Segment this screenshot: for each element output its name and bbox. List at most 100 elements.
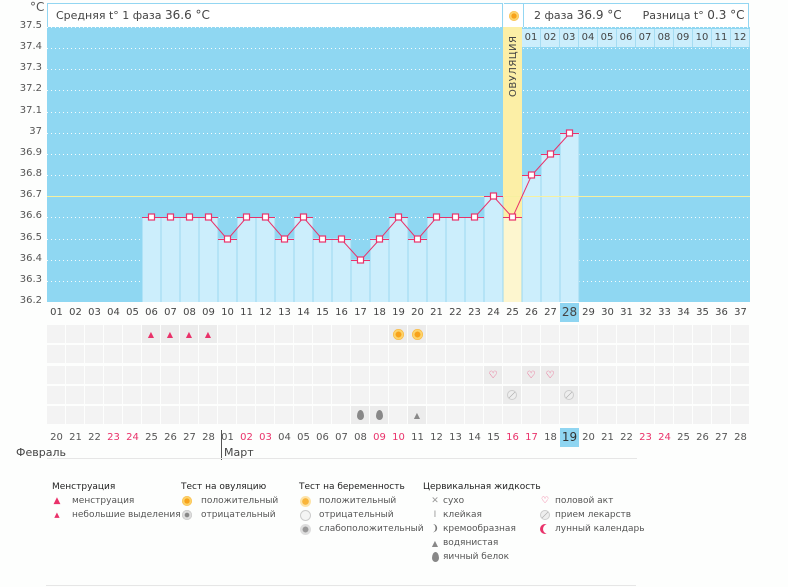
- grid-cell[interactable]: [123, 406, 141, 424]
- grid-cell[interactable]: [484, 345, 502, 363]
- grid-cell[interactable]: [66, 325, 84, 343]
- grid-cell[interactable]: [446, 406, 464, 424]
- grid-cell[interactable]: [142, 386, 160, 404]
- grid-cell[interactable]: [218, 406, 236, 424]
- grid-cell[interactable]: [522, 325, 540, 343]
- grid-cell[interactable]: [237, 325, 255, 343]
- grid-cell[interactable]: [446, 325, 464, 343]
- grid-cell[interactable]: [503, 366, 521, 384]
- grid-cell[interactable]: [332, 386, 350, 404]
- grid-cell[interactable]: [47, 386, 65, 404]
- calendar-date[interactable]: 09: [373, 432, 386, 443]
- grid-cell[interactable]: [408, 386, 426, 404]
- grid-cell[interactable]: [237, 345, 255, 363]
- grid-cell[interactable]: [446, 325, 464, 343]
- grid-cell[interactable]: [655, 366, 673, 384]
- grid-cell[interactable]: [66, 366, 84, 384]
- grid-cell[interactable]: ▲: [199, 325, 217, 343]
- grid-cell[interactable]: [693, 325, 711, 343]
- grid-cell[interactable]: [617, 345, 635, 363]
- grid-cell[interactable]: [104, 366, 122, 384]
- grid-cell[interactable]: [313, 345, 331, 363]
- grid-cell[interactable]: [332, 345, 350, 363]
- grid-cell[interactable]: [123, 366, 141, 384]
- grid-cell[interactable]: [446, 345, 464, 363]
- grid-cell[interactable]: [465, 386, 483, 404]
- grid-cell[interactable]: [370, 325, 388, 343]
- grid-cell[interactable]: [731, 406, 749, 424]
- grid-cell[interactable]: [123, 325, 141, 343]
- x-tick-label[interactable]: 06: [145, 307, 158, 318]
- grid-cell[interactable]: [256, 406, 274, 424]
- grid-cell[interactable]: [579, 386, 597, 404]
- calendar-date[interactable]: 23: [107, 432, 120, 443]
- grid-cell[interactable]: [427, 386, 445, 404]
- grid-cell[interactable]: [123, 386, 141, 404]
- grid-cell[interactable]: [617, 406, 635, 424]
- grid-cell[interactable]: [655, 345, 673, 363]
- grid-cell[interactable]: [465, 345, 483, 363]
- grid-cell[interactable]: [199, 386, 217, 404]
- grid-cell[interactable]: [180, 325, 198, 343]
- calendar-date[interactable]: 21: [601, 432, 614, 443]
- grid-cell[interactable]: [389, 406, 407, 424]
- grid-cell[interactable]: [427, 325, 445, 343]
- grid-cell[interactable]: [104, 386, 122, 404]
- calendar-date[interactable]: 20: [50, 432, 63, 443]
- grid-cell[interactable]: [237, 406, 255, 424]
- grid-cell[interactable]: [275, 345, 293, 363]
- grid-cell[interactable]: [256, 325, 274, 343]
- grid-cell[interactable]: [427, 325, 445, 343]
- grid-cell[interactable]: [218, 366, 236, 384]
- grid-cell[interactable]: [351, 366, 369, 384]
- grid-cell[interactable]: [370, 386, 388, 404]
- x-tick-label[interactable]: 05: [126, 307, 139, 318]
- grid-cell[interactable]: [218, 325, 236, 343]
- grid-cell[interactable]: [66, 406, 84, 424]
- x-tick-label[interactable]: 21: [430, 307, 443, 318]
- grid-cell[interactable]: [199, 325, 217, 343]
- grid-cell[interactable]: [503, 386, 521, 404]
- grid-cell[interactable]: [85, 366, 103, 384]
- grid-cell[interactable]: [161, 325, 179, 343]
- grid-cell[interactable]: [465, 325, 483, 343]
- grid-cell[interactable]: [370, 406, 388, 424]
- grid-cell[interactable]: [66, 325, 84, 343]
- grid-cell[interactable]: [465, 325, 483, 343]
- grid-cell[interactable]: [85, 345, 103, 363]
- grid-cell[interactable]: [693, 345, 711, 363]
- grid-cell[interactable]: [294, 406, 312, 424]
- grid-cell[interactable]: [47, 406, 65, 424]
- grid-cell[interactable]: [598, 345, 616, 363]
- grid-cell[interactable]: [313, 386, 331, 404]
- grid-cell[interactable]: [598, 406, 616, 424]
- calendar-date[interactable]: 18: [544, 432, 557, 443]
- grid-cell[interactable]: [161, 386, 179, 404]
- grid-cell[interactable]: [161, 366, 179, 384]
- calendar-date[interactable]: 25: [677, 432, 690, 443]
- grid-cell[interactable]: [465, 366, 483, 384]
- grid-cell[interactable]: [351, 386, 369, 404]
- grid-cell[interactable]: [579, 406, 597, 424]
- grid-cell[interactable]: [503, 325, 521, 343]
- grid-cell[interactable]: [541, 406, 559, 424]
- grid-cell[interactable]: [674, 325, 692, 343]
- grid-cell[interactable]: [560, 406, 578, 424]
- grid-cell[interactable]: [598, 325, 616, 343]
- grid-cell[interactable]: [237, 325, 255, 343]
- calendar-date[interactable]: 05: [297, 432, 310, 443]
- grid-cell[interactable]: [275, 386, 293, 404]
- grid-cell[interactable]: [484, 325, 502, 343]
- grid-cell[interactable]: [484, 325, 502, 343]
- calendar-date[interactable]: 16: [506, 432, 519, 443]
- calendar-date[interactable]: 15: [487, 432, 500, 443]
- grid-cell[interactable]: [541, 325, 559, 343]
- grid-cell[interactable]: [123, 345, 141, 363]
- calendar-date[interactable]: 01: [221, 432, 234, 443]
- x-tick-label[interactable]: 20: [411, 307, 424, 318]
- grid-cell[interactable]: [256, 366, 274, 384]
- calendar-date[interactable]: 13: [449, 432, 462, 443]
- grid-cell[interactable]: [636, 325, 654, 343]
- calendar-date[interactable]: 11: [411, 432, 424, 443]
- x-tick-label[interactable]: 23: [468, 307, 481, 318]
